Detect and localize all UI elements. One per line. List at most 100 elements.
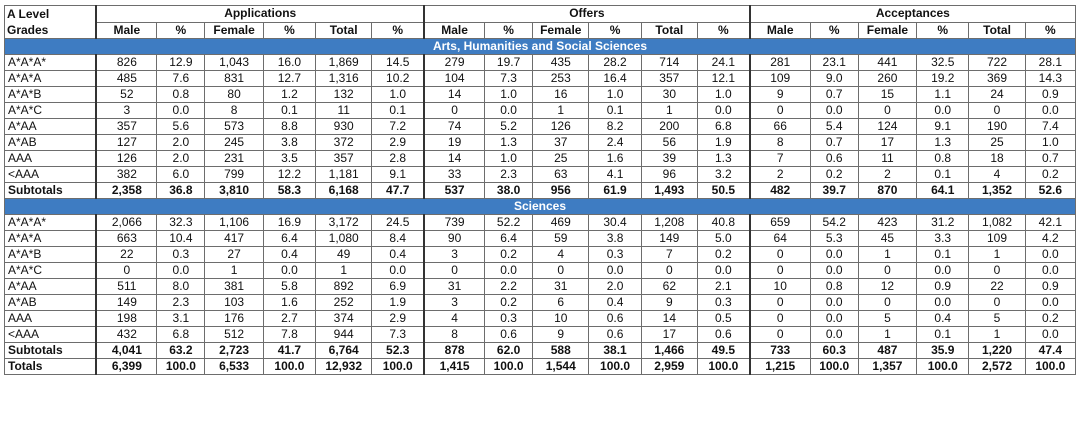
table-cell: 956 <box>532 182 590 199</box>
table-cell: 0.0 <box>1024 262 1077 279</box>
table-cell: 38.1 <box>588 342 642 359</box>
table-cell: 0.9 <box>1024 86 1077 103</box>
grades-table-container: A Level Grades Applications Offers Accept… <box>4 5 1077 375</box>
table-cell: 12,932 <box>314 358 373 375</box>
table-cell: 109 <box>748 70 811 87</box>
table-cell: 369 <box>968 70 1026 87</box>
table-cell: 0.0 <box>916 102 970 119</box>
table-row: A*A*B 22 0.3 27 0.4 49 0.4 3 0.2 4 0.3 7 0.2 0 0.0 1 0.1… <box>4 246 1077 263</box>
table-cell: 2.0 <box>156 150 206 167</box>
table-cell: 799 <box>204 166 264 183</box>
table-cell: 2.9 <box>371 134 425 151</box>
offers-header: Offers <box>423 5 751 23</box>
table-cell: 1.9 <box>696 134 751 151</box>
table-cell: 4 <box>532 246 590 263</box>
table-cell: 7.4 <box>1024 118 1077 135</box>
table-cell: 63.2 <box>156 342 206 359</box>
table-cell: 100.0 <box>156 358 206 375</box>
table-cell: 11 <box>314 102 373 119</box>
table-cell: 588 <box>532 342 590 359</box>
table-cell: 1.3 <box>696 150 751 167</box>
table-cell: 9.1 <box>916 118 970 135</box>
table-cell: 10.2 <box>371 70 425 87</box>
table-cell: 49 <box>314 246 373 263</box>
table-cell: 5.8 <box>262 278 317 295</box>
table-cell: 6,399 <box>95 358 158 375</box>
table-cell: 36.8 <box>156 182 206 199</box>
table-cell: 0.3 <box>696 294 751 311</box>
table-cell: 0.0 <box>809 310 859 327</box>
table-cell: 826 <box>95 54 158 71</box>
table-cell: 1,106 <box>204 214 264 231</box>
table-cell: 0.1 <box>916 166 970 183</box>
table-row: A*A*B 52 0.8 80 1.2 132 1.0 14 1.0 16 1.0 30 1.0 9 0.7… <box>4 86 1077 103</box>
table-cell: 1.0 <box>484 150 534 167</box>
table-cell: 31 <box>423 278 486 295</box>
table-cell: 5.3 <box>809 230 859 247</box>
offers-pct-column-header: % <box>484 21 534 39</box>
table-cell: 60.3 <box>809 342 859 359</box>
table-cell: 61.9 <box>588 182 642 199</box>
table-cell: 1,082 <box>968 214 1026 231</box>
table-cell: 0.2 <box>1024 310 1077 327</box>
table-cell: 7 <box>748 150 811 167</box>
offers-female-column-header: Female <box>532 21 590 39</box>
table-cell: 0.6 <box>696 326 751 343</box>
row-label: <AAA <box>4 326 97 343</box>
table-cell: 659 <box>748 214 811 231</box>
table-cell: 372 <box>314 134 373 151</box>
table-row: A*A*A* 2,066 32.3 1,106 16.9 3,172 24.5 739 52.2… <box>4 214 1077 231</box>
section-header-row: Sciences <box>4 198 1076 215</box>
table-cell: 1 <box>968 246 1026 263</box>
table-cell: 37 <box>532 134 590 151</box>
table-cell: 5.2 <box>484 118 534 135</box>
table-cell: 1.6 <box>588 150 642 167</box>
table-cell: 52 <box>95 86 158 103</box>
row-label: Subtotals <box>4 182 97 199</box>
table-cell: 0.0 <box>1024 326 1077 343</box>
table-cell: 8.4 <box>371 230 425 247</box>
table-cell: 6.8 <box>156 326 206 343</box>
table-cell: 0 <box>95 262 158 279</box>
table-cell: 3.3 <box>916 230 970 247</box>
table-cell: 104 <box>423 70 486 87</box>
offers-male-column-header: Male <box>423 21 486 39</box>
table-cell: 0.1 <box>262 102 317 119</box>
acceptances-pct-column-header: % <box>1024 21 1077 39</box>
table-cell: 100.0 <box>588 358 642 375</box>
table-row: A*AA 511 8.0 381 5.8 892 6.9 31 2.2 31 2.0 62 2.1 10 0… <box>4 278 1077 295</box>
table-cell: 100.0 <box>696 358 751 375</box>
column-header-row: Male% Female% Total% Male% Female% Total% Male… <box>5 21 1077 39</box>
table-cell: 23.1 <box>809 54 859 71</box>
subtotal-row: Subtotals 2,358 36.8 3,810 58.3 6,168 47.7 537 3… <box>4 182 1077 199</box>
table-cell: 18 <box>968 150 1026 167</box>
table-cell: 27 <box>204 246 264 263</box>
table-cell: 1,220 <box>968 342 1026 359</box>
table-cell: 435 <box>532 54 590 71</box>
table-cell: 0.0 <box>696 102 751 119</box>
table-cell: 0 <box>423 262 486 279</box>
table-cell: 1 <box>857 246 918 263</box>
table-cell: 1.0 <box>484 86 534 103</box>
table-cell: 0.0 <box>1024 246 1077 263</box>
table-cell: 469 <box>532 214 590 231</box>
table-cell: 2.1 <box>696 278 751 295</box>
table-cell: 831 <box>204 70 264 87</box>
table-cell: 0.0 <box>809 246 859 263</box>
section-title: Sciences <box>4 198 1076 215</box>
table-cell: 62.0 <box>484 342 534 359</box>
table-cell: 432 <box>95 326 158 343</box>
table-row: A*A*A 663 10.4 417 6.4 1,080 8.4 90 6.4 59 3.8 149 5… <box>4 230 1077 247</box>
table-cell: 0 <box>748 262 811 279</box>
table-cell: 0.7 <box>809 86 859 103</box>
table-cell: 2 <box>748 166 811 183</box>
table-cell: 126 <box>95 150 158 167</box>
table-row: A*A*C 3 0.0 8 0.1 11 0.1 0 0.0 1 0.1 1 0.0 0 0.0 0 0.0 0 0… <box>4 102 1077 119</box>
table-cell: 16 <box>532 86 590 103</box>
table-cell: 7.3 <box>371 326 425 343</box>
table-cell: 64 <box>748 230 811 247</box>
table-cell: 80 <box>204 86 264 103</box>
table-cell: 0.0 <box>809 102 859 119</box>
applications-female-column-header: Female <box>204 21 264 39</box>
table-cell: 100.0 <box>1024 358 1077 375</box>
